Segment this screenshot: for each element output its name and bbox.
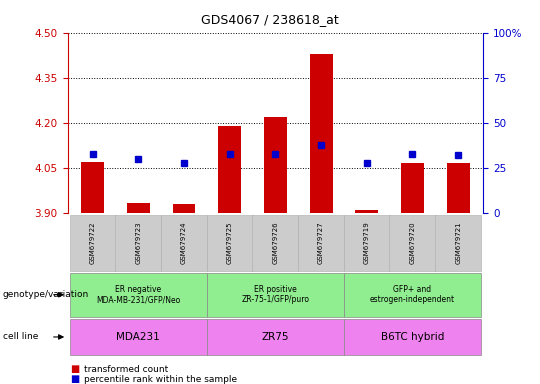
Text: GSM679719: GSM679719 (364, 222, 370, 264)
Text: GFP+ and
estrogen-independent: GFP+ and estrogen-independent (370, 285, 455, 305)
Bar (309, 54, 333, 213)
Bar (355, 210, 378, 213)
Text: ■: ■ (70, 374, 79, 384)
Text: ER positive
ZR-75-1/GFP/puro: ER positive ZR-75-1/GFP/puro (241, 285, 309, 305)
Text: GSM679723: GSM679723 (136, 222, 141, 264)
Text: cell line: cell line (3, 333, 38, 341)
Bar (447, 164, 470, 213)
Text: GSM679726: GSM679726 (272, 222, 279, 264)
Text: GSM679721: GSM679721 (455, 222, 461, 264)
Text: MDA231: MDA231 (117, 332, 160, 342)
Text: GSM679724: GSM679724 (181, 222, 187, 264)
Text: ER negative
MDA-MB-231/GFP/Neo: ER negative MDA-MB-231/GFP/Neo (96, 285, 180, 305)
Text: B6TC hybrid: B6TC hybrid (381, 332, 444, 342)
Bar (81, 162, 104, 213)
Text: ■: ■ (70, 364, 79, 374)
Text: GSM679722: GSM679722 (90, 222, 96, 264)
Text: GSM679727: GSM679727 (318, 222, 324, 264)
Text: genotype/variation: genotype/variation (3, 290, 89, 299)
Bar (264, 117, 287, 213)
Bar (218, 126, 241, 213)
Bar (127, 203, 150, 213)
Text: percentile rank within the sample: percentile rank within the sample (84, 375, 237, 384)
Bar (401, 164, 424, 213)
Bar (173, 204, 195, 213)
Text: GSM679720: GSM679720 (409, 222, 415, 264)
Text: ZR75: ZR75 (262, 332, 289, 342)
Text: GDS4067 / 238618_at: GDS4067 / 238618_at (201, 13, 339, 26)
Text: transformed count: transformed count (84, 365, 168, 374)
Text: GSM679725: GSM679725 (227, 222, 233, 264)
